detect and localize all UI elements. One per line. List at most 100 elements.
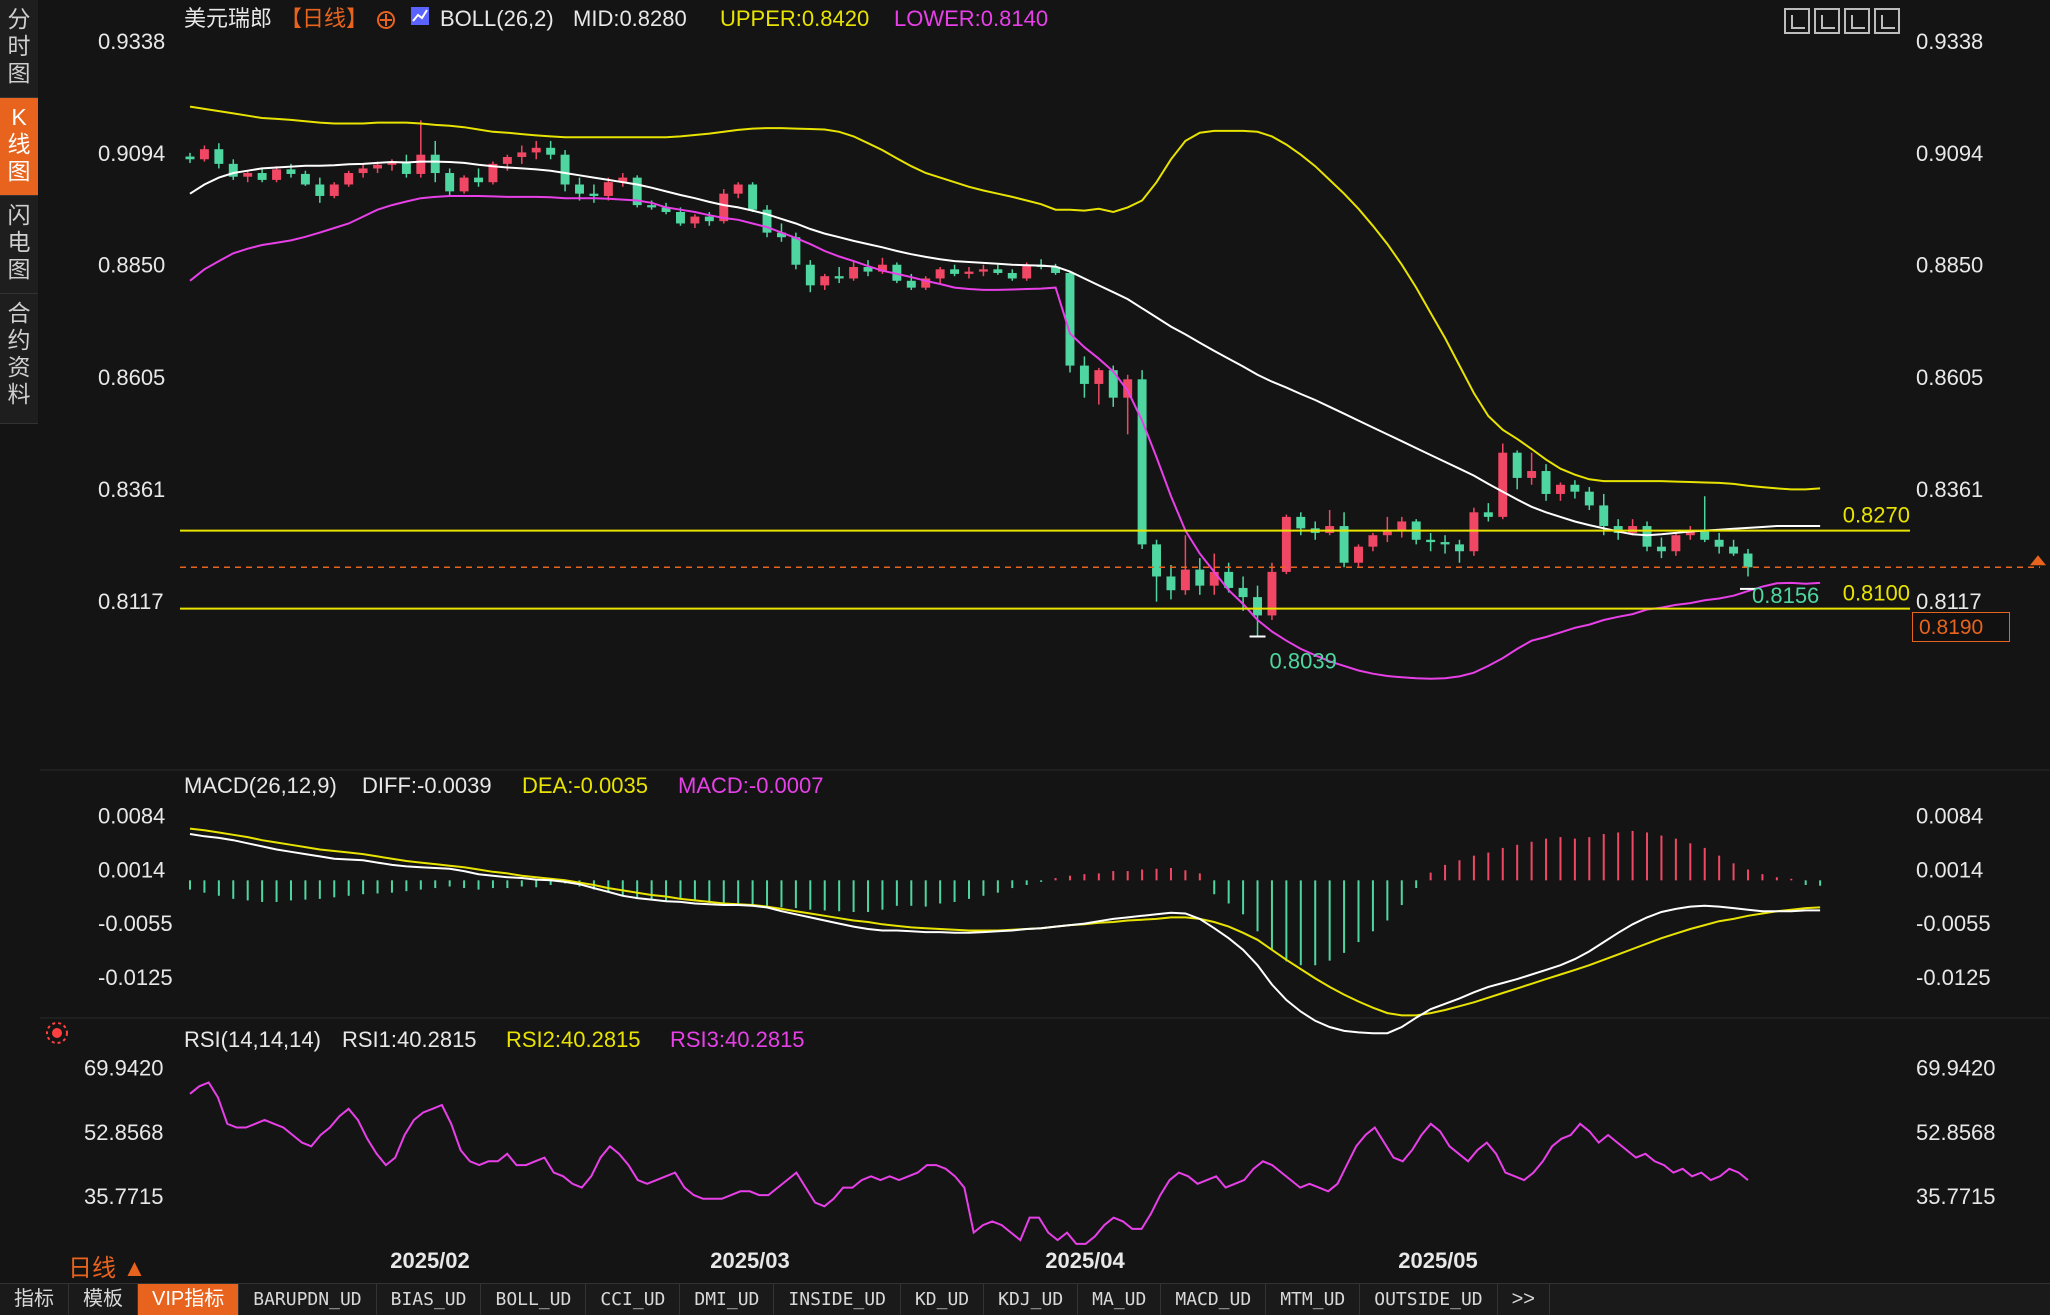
bottom-tab-bias[interactable]: BIAS_UD (377, 1284, 482, 1315)
bottom-tab-inside[interactable]: INSIDE_UD (774, 1284, 901, 1315)
candle-body (416, 154, 426, 174)
candle-body (1483, 512, 1493, 517)
candle-body (820, 276, 830, 286)
candle-body (1339, 526, 1349, 563)
macd-y-tick-right: -0.0055 (1916, 911, 1991, 936)
candle-body (1512, 452, 1522, 478)
candle-body (517, 152, 527, 157)
symbol-title: 美元瑞郎 (184, 6, 272, 31)
macd-y-tick-right: -0.0125 (1916, 965, 1991, 990)
candle-body (704, 216, 714, 222)
candle-body (1281, 516, 1291, 572)
bottom-tab-dmi[interactable]: DMI_UD (680, 1284, 775, 1315)
candle-body (1022, 264, 1032, 279)
candle-body (921, 278, 931, 288)
bottom-tab-macd[interactable]: MACD_UD (1161, 1284, 1267, 1315)
current-price-marker (2030, 555, 2046, 566)
bottom-tab-kd[interactable]: KD_UD (901, 1284, 985, 1315)
candles (185, 120, 1753, 637)
candle-body (344, 173, 354, 185)
candle-body (1541, 471, 1551, 494)
candle-body (575, 184, 584, 194)
candle-body (863, 267, 873, 272)
bottom-tab-ma[interactable]: MA_UD (1078, 1284, 1162, 1315)
candle-body (719, 193, 729, 222)
candle-body (978, 269, 988, 272)
candle-body (1642, 526, 1652, 547)
candle-body (1065, 272, 1075, 366)
candle-body (1238, 587, 1248, 598)
macd-y-tick-left: -0.0055 (98, 911, 173, 936)
bottom-tab-more[interactable]: >> (1498, 1284, 1550, 1315)
candle-body (1455, 544, 1464, 552)
bottom-tab-templates[interactable]: 模板 (69, 1284, 138, 1315)
macd-diff-label: DIFF:-0.0039 (362, 773, 492, 798)
candle-body (676, 212, 685, 224)
period-selector[interactable]: 日线 ▲ (68, 1255, 147, 1282)
main-y-tick-right: 0.8850 (1916, 253, 1983, 278)
candle-body (373, 164, 383, 169)
main-y-tick-right: 0.8361 (1916, 477, 1983, 502)
candle-body (243, 173, 253, 177)
bottom-tab-vip[interactable]: VIP指标 (138, 1284, 240, 1315)
candle-body (1079, 365, 1089, 384)
tab-time-share-label: 分时图 (7, 6, 31, 86)
main-y-tick-right: 0.9094 (1916, 141, 1983, 166)
price-annotations: 0.8270 0.8100 0.8039 0.8156 (180, 503, 2046, 674)
tab-contract-info[interactable]: 合约资料 (0, 294, 38, 424)
macd-y-tick-right: 0.0014 (1916, 858, 1983, 883)
candle-body (1325, 526, 1335, 533)
layout-grid-icon[interactable] (1784, 8, 1810, 34)
bottom-indicator-bar: 指标 模板 VIP指标 BARUPDN_UD BIAS_UD BOLL_UD C… (0, 1283, 2050, 1315)
bottom-tab-mtm[interactable]: MTM_UD (1266, 1284, 1361, 1315)
candle-body (1527, 471, 1537, 478)
candle-body (762, 209, 772, 233)
candle-body (315, 184, 325, 196)
plus-circle-icon[interactable] (377, 11, 395, 29)
rsi-y-tick-right: 69.9420 (1916, 1056, 1996, 1081)
candle-body (834, 276, 844, 279)
tab-contract-info-label: 合约资料 (7, 300, 31, 407)
layout-split-icon[interactable] (1814, 8, 1840, 34)
rsi-y-tick-right: 52.8568 (1916, 1120, 1996, 1145)
bottom-tab-cci[interactable]: CCI_UD (586, 1284, 681, 1315)
candle-body (286, 169, 296, 174)
macd-layer (189, 827, 1822, 1035)
candle-body (1440, 542, 1450, 545)
candle-body (1656, 546, 1666, 552)
tab-flash[interactable]: 闪电图 (0, 196, 38, 294)
sun-icon[interactable] (46, 1022, 68, 1044)
candle-body (1152, 544, 1162, 577)
macd-title: MACD(26,12,9) (184, 773, 337, 798)
main-y-tick-left: 0.9338 (98, 29, 165, 54)
tab-kline[interactable]: K线图 (0, 98, 38, 196)
tab-flash-label: 闪电图 (7, 202, 31, 282)
candle-body (1671, 535, 1681, 552)
x-tick-may: 2025/05 (1398, 1248, 1478, 1273)
bottom-tab-outside[interactable]: OUTSIDE_UD (1360, 1284, 1498, 1315)
candle-body (950, 269, 960, 274)
x-tick-apr: 2025/04 (1045, 1248, 1125, 1273)
candle-body (791, 237, 801, 265)
candle-body (488, 163, 498, 183)
candle-body (1007, 272, 1017, 279)
fullscreen-icon[interactable] (1874, 8, 1900, 34)
bottom-tab-kdj[interactable]: KDJ_UD (984, 1284, 1079, 1315)
bottom-tab-indicators[interactable]: 指标 (0, 1284, 69, 1315)
candle-body (185, 156, 195, 160)
candle-body (1209, 571, 1219, 586)
boll-lower-line (189, 195, 1821, 680)
candle-body (1469, 512, 1479, 552)
candle-body (1743, 553, 1753, 568)
candle-body (560, 154, 570, 185)
macd-value-label: MACD:-0.0007 (678, 773, 824, 798)
layout-export-icon[interactable] (1844, 8, 1870, 34)
bottom-tab-barupdn[interactable]: BARUPDN_UD (239, 1284, 377, 1315)
candle-body (1166, 576, 1176, 591)
bottom-tab-boll[interactable]: BOLL_UD (481, 1284, 587, 1315)
candle-body (1137, 379, 1147, 545)
tab-time-share[interactable]: 分时图 (0, 0, 38, 98)
candle-body (1426, 539, 1436, 543)
candle-body (1253, 597, 1262, 616)
